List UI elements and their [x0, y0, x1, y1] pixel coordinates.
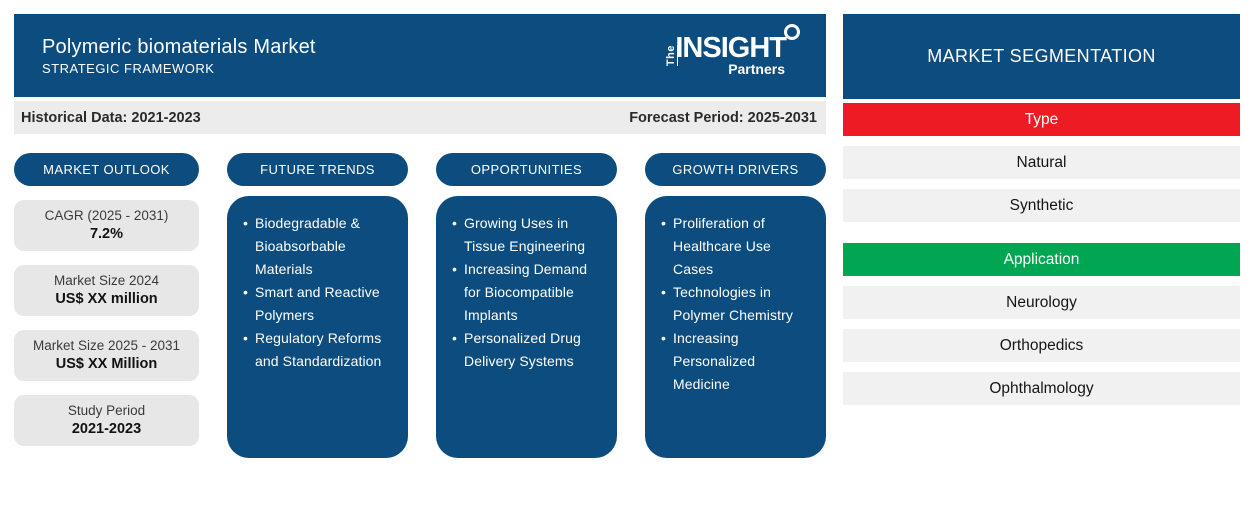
insight-partners-logo: The INSIGHT Partners	[665, 24, 800, 77]
market-segmentation-panel: MARKET SEGMENTATION Type Natural Synthet…	[843, 14, 1240, 405]
logo-main-block: INSIGHT Partners	[675, 24, 800, 77]
bullet-item: Biodegradable & Bioabsorbable Materials	[243, 212, 397, 281]
market-outlook-column: MARKET OUTLOOK CAGR (2025 - 2031) 7.2% M…	[14, 153, 199, 458]
bullet-item: Increasing Demand for Biocompatible Impl…	[452, 258, 606, 327]
segment-item-ophthalmology: Ophthalmology	[843, 372, 1240, 405]
future-trends-card: Biodegradable & Bioabsorbable Materials …	[227, 196, 408, 458]
segment-item-orthopedics: Orthopedics	[843, 329, 1240, 362]
segment-item-synthetic: Synthetic	[843, 189, 1240, 222]
strategic-framework-section: Polymeric biomaterials Market STRATEGIC …	[14, 14, 826, 458]
title-block: Polymeric biomaterials Market STRATEGIC …	[42, 35, 316, 76]
segment-item-neurology: Neurology	[843, 286, 1240, 319]
bullet-item: Growing Uses in Tissue Engineering	[452, 212, 606, 258]
opportunities-list: Growing Uses in Tissue Engineering Incre…	[452, 212, 606, 373]
logo-partners-text: Partners	[728, 61, 785, 77]
stat-value: 2021-2023	[71, 420, 142, 437]
segment-group-application: Application	[843, 243, 1240, 276]
growth-drivers-header: GROWTH DRIVERS	[645, 153, 826, 186]
forecast-period-label: Forecast Period: 2025-2031	[629, 109, 817, 126]
stat-label: Market Size 2024	[53, 272, 160, 288]
framework-columns: MARKET OUTLOOK CAGR (2025 - 2031) 7.2% M…	[14, 153, 826, 458]
future-trends-list: Biodegradable & Bioabsorbable Materials …	[243, 212, 397, 373]
page-subtitle: STRATEGIC FRAMEWORK	[42, 61, 215, 76]
historical-data-label: Historical Data: 2021-2023	[21, 109, 201, 126]
growth-drivers-column: GROWTH DRIVERS Proliferation of Healthca…	[645, 153, 826, 458]
segmentation-header: MARKET SEGMENTATION	[843, 14, 1240, 99]
stat-box-cagr: CAGR (2025 - 2031) 7.2%	[14, 200, 199, 251]
growth-drivers-list: Proliferation of Healthcare Use Cases Te…	[661, 212, 815, 396]
period-bar: Historical Data: 2021-2023 Forecast Peri…	[14, 101, 826, 134]
stat-label: Study Period	[67, 402, 146, 418]
stat-label: Market Size 2025 - 2031	[32, 337, 181, 353]
bullet-item: Increasing Personalized Medicine	[661, 327, 815, 396]
stat-box-study-period: Study Period 2021-2023	[14, 395, 199, 446]
stat-box-market-size-forecast: Market Size 2025 - 2031 US$ XX Million	[14, 330, 199, 381]
growth-drivers-card: Proliferation of Healthcare Use Cases Te…	[645, 196, 826, 458]
segment-item-natural: Natural	[843, 146, 1240, 179]
bullet-item: Proliferation of Healthcare Use Cases	[661, 212, 815, 281]
future-trends-column: FUTURE TRENDS Biodegradable & Bioabsorba…	[227, 153, 408, 458]
stat-value: US$ XX million	[55, 290, 158, 307]
logo-insight-text: INSIGHT	[675, 32, 787, 64]
future-trends-header: FUTURE TRENDS	[227, 153, 408, 186]
bullet-item: Smart and Reactive Polymers	[243, 281, 397, 327]
opportunities-column: OPPORTUNITIES Growing Uses in Tissue Eng…	[436, 153, 617, 458]
bullet-item: Personalized Drug Delivery Systems	[452, 327, 606, 373]
opportunities-card: Growing Uses in Tissue Engineering Incre…	[436, 196, 617, 458]
segment-group-type: Type	[843, 103, 1240, 136]
bullet-item: Regulatory Reforms and Standardization	[243, 327, 397, 373]
page-title: Polymeric biomaterials Market	[42, 36, 316, 58]
stat-value: US$ XX Million	[55, 355, 158, 372]
market-outlook-header: MARKET OUTLOOK	[14, 153, 199, 186]
opportunities-header: OPPORTUNITIES	[436, 153, 617, 186]
stat-box-market-size-2024: Market Size 2024 US$ XX million	[14, 265, 199, 316]
stat-value: 7.2%	[89, 225, 124, 242]
title-banner: Polymeric biomaterials Market STRATEGIC …	[14, 14, 826, 97]
magnifier-circle-icon	[784, 24, 800, 40]
bullet-item: Technologies in Polymer Chemistry	[661, 281, 815, 327]
stat-label: CAGR (2025 - 2031)	[44, 207, 169, 223]
